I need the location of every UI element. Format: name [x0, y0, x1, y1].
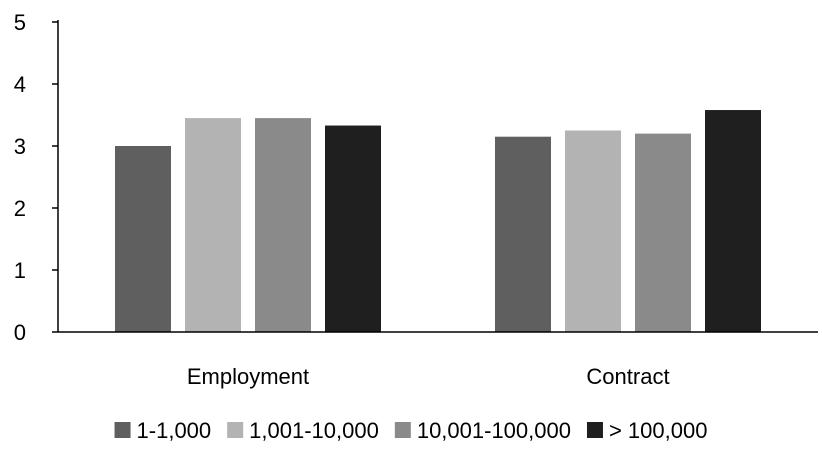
y-tick-label: 1 — [14, 258, 26, 283]
bar-contract-series-3 — [635, 133, 691, 332]
legend: 1-1,000 1,001-10,000 10,001-100,000 > 100,0… — [114, 418, 707, 443]
bar-employment-series-2 — [185, 118, 241, 332]
bars — [115, 110, 761, 332]
legend-label: 1-1,000 — [137, 418, 212, 443]
x-category-label: Employment — [187, 364, 309, 389]
bar-contract-series-1 — [495, 136, 551, 332]
y-tick-label: 4 — [14, 72, 26, 97]
y-tick-label: 5 — [14, 10, 26, 35]
legend-swatch — [586, 422, 603, 438]
bar-employment-series-3 — [255, 118, 311, 332]
bar-contract-series-2 — [565, 130, 621, 332]
bar-employment-series-4 — [325, 125, 381, 332]
legend-label: 10,001-100,000 — [417, 418, 571, 443]
legend-swatch — [394, 422, 411, 438]
x-category-label: Contract — [586, 364, 669, 389]
bar-employment-series-1 — [115, 146, 171, 332]
y-tick-label: 2 — [14, 196, 26, 221]
x-axis: Employment Contract — [58, 331, 818, 389]
legend-swatch — [114, 422, 131, 438]
bar-contract-series-4 — [705, 110, 761, 332]
y-tick-label: 3 — [14, 134, 26, 159]
legend-swatch — [227, 422, 244, 438]
y-tick-label: 0 — [14, 320, 26, 345]
legend-label: 1,001-10,000 — [249, 418, 379, 443]
y-axis: 0 1 2 3 4 5 — [14, 10, 59, 345]
legend-label: > 100,000 — [609, 418, 707, 443]
